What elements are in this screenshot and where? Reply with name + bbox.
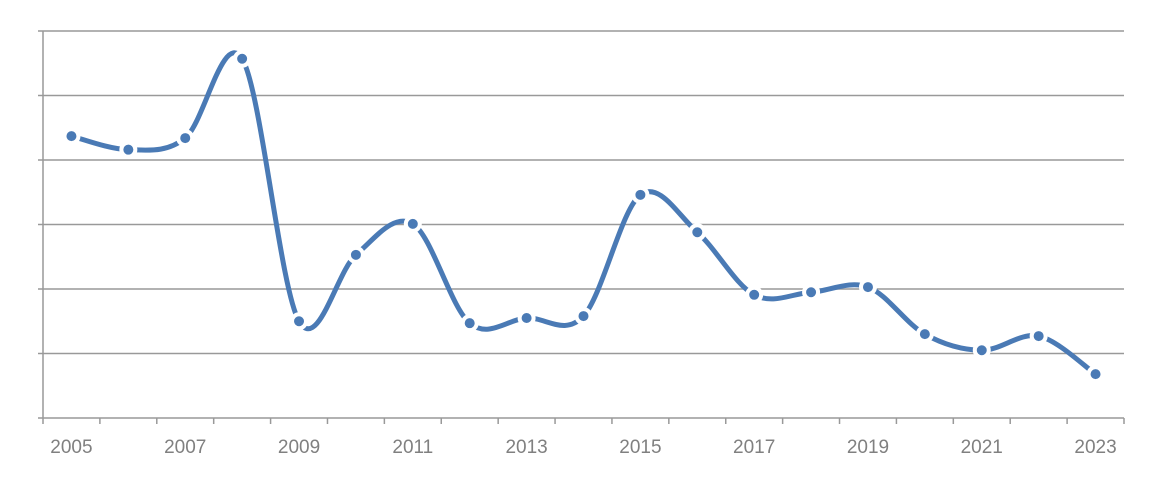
marker bbox=[517, 309, 536, 328]
marker bbox=[460, 314, 479, 333]
x-tick-label: 2005 bbox=[50, 437, 92, 458]
x-tick-label: 2015 bbox=[619, 437, 661, 458]
x-tick-label: 2017 bbox=[733, 437, 775, 458]
x-tick-label: 2021 bbox=[961, 437, 1003, 458]
marker bbox=[1029, 327, 1048, 346]
marker bbox=[802, 283, 821, 302]
x-tick-label: 2013 bbox=[505, 437, 547, 458]
line bbox=[70, 50, 1098, 377]
x-tick-label: 2023 bbox=[1074, 437, 1116, 458]
x-tick-label: 2011 bbox=[392, 437, 433, 458]
x-tick-label: 2009 bbox=[278, 437, 320, 458]
marker bbox=[403, 214, 422, 233]
marker bbox=[176, 129, 195, 148]
marker bbox=[119, 140, 138, 159]
marker bbox=[233, 49, 252, 68]
marker bbox=[745, 285, 764, 304]
marker bbox=[574, 307, 593, 326]
marker bbox=[631, 185, 650, 204]
marker bbox=[1086, 365, 1105, 384]
marker bbox=[915, 325, 934, 344]
x-tick-label: 2007 bbox=[164, 437, 206, 458]
x-tick-label: 2019 bbox=[847, 437, 889, 458]
marker bbox=[290, 312, 309, 331]
marker bbox=[972, 341, 991, 360]
marker bbox=[858, 278, 877, 297]
marker bbox=[688, 223, 707, 242]
marker bbox=[346, 245, 365, 264]
marker bbox=[62, 127, 81, 146]
